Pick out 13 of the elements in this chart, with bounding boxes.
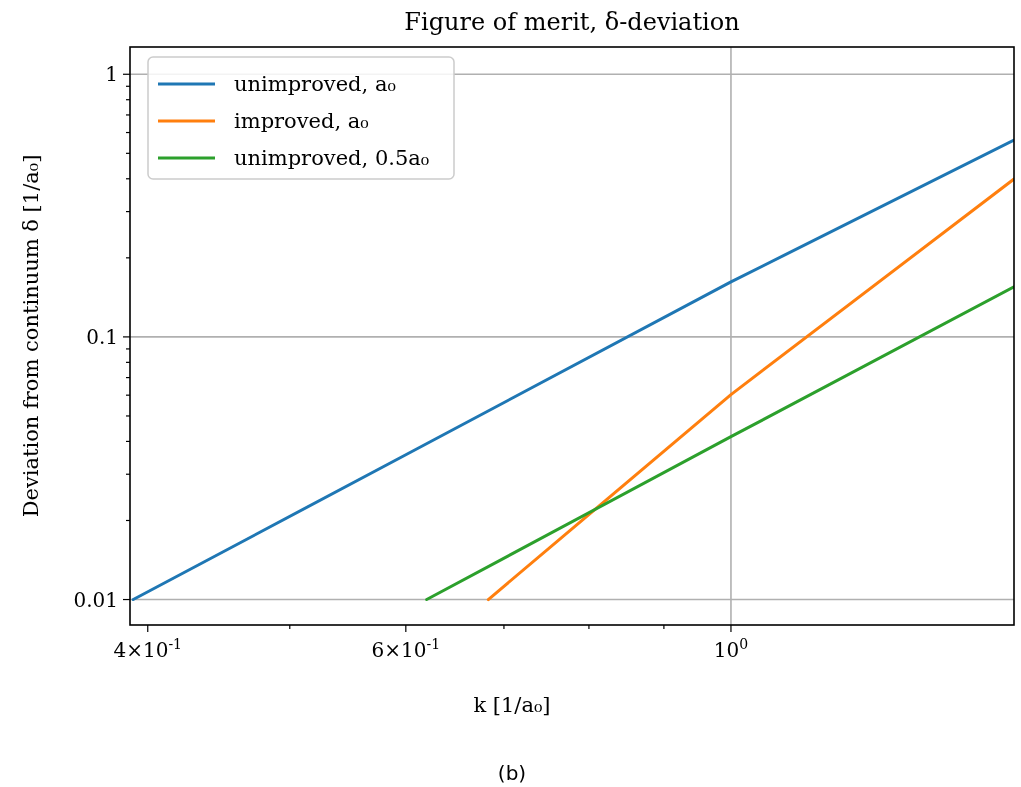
legend-label: unimproved, a₀ <box>234 72 396 96</box>
x-tick-label: 4×10$^{-1}$ <box>113 636 183 662</box>
legend-label: improved, a₀ <box>234 109 369 133</box>
y-tick-label: 1 <box>105 62 118 87</box>
x-tick-label: 10$^{0}$ <box>713 636 749 662</box>
y-tick-label: 0.01 <box>73 587 118 612</box>
x-tick-label: 6×10$^{-1}$ <box>371 636 441 662</box>
chart-title: Figure of merit, δ-deviation <box>404 8 740 36</box>
y-axis-title: Deviation from continuum δ [1/a₀] <box>19 154 43 518</box>
legend-label: unimproved, 0.5a₀ <box>234 146 430 170</box>
y-tick-label: 0.1 <box>86 324 118 349</box>
text: (b) <box>497 761 527 785</box>
x-axis-title: k [1/a₀] <box>473 693 551 717</box>
